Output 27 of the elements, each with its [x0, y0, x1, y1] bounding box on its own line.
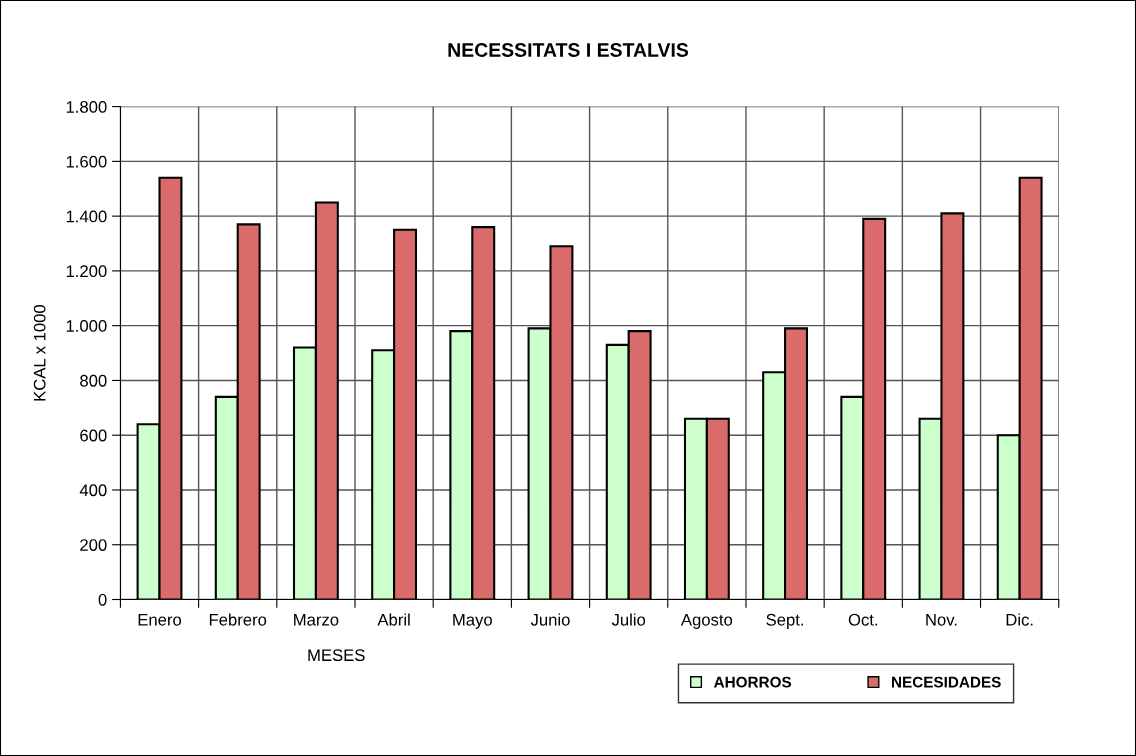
x-tick-label: Marzo [294, 614, 339, 626]
x-tick-label: Dic. [1006, 613, 1033, 626]
legend-label: AHORROS [713, 676, 792, 688]
x-tick-label: Abril [377, 613, 410, 626]
x-tick-label: Julio [611, 613, 646, 626]
y-tick-label: 1.400 [66, 210, 107, 223]
x-tick-label: Sept. [766, 613, 804, 629]
x-tick-label: Junio [530, 613, 570, 626]
x-tick-label: Nov. [926, 614, 957, 626]
legend-label: NECESIDADES [892, 676, 1001, 688]
y-tick-label: 1.600 [66, 155, 107, 168]
x-tick-label: Febrero [209, 613, 267, 626]
chart-title: NECESSITATS I ESTALVIS [448, 43, 689, 57]
y-tick-label: 1.800 [66, 101, 107, 113]
y-axis-title: KCAL x 1000 [33, 304, 46, 401]
x-tick-label: Enero [138, 614, 182, 626]
x-axis-title: MESES [308, 649, 365, 662]
y-tick-label: 1.200 [66, 265, 107, 278]
y-tick-label: 1.000 [66, 320, 107, 332]
x-tick-label: Agosto [680, 614, 733, 629]
y-tick-label: 600 [80, 429, 107, 442]
x-tick-label: Mayo [453, 614, 492, 629]
y-tick-label: 400 [79, 484, 107, 497]
y-tick-label: 800 [80, 374, 107, 387]
y-tick-label: 200 [80, 539, 107, 551]
y-tick-label: 0 [98, 593, 107, 606]
x-tick-label: Oct. [848, 613, 878, 626]
